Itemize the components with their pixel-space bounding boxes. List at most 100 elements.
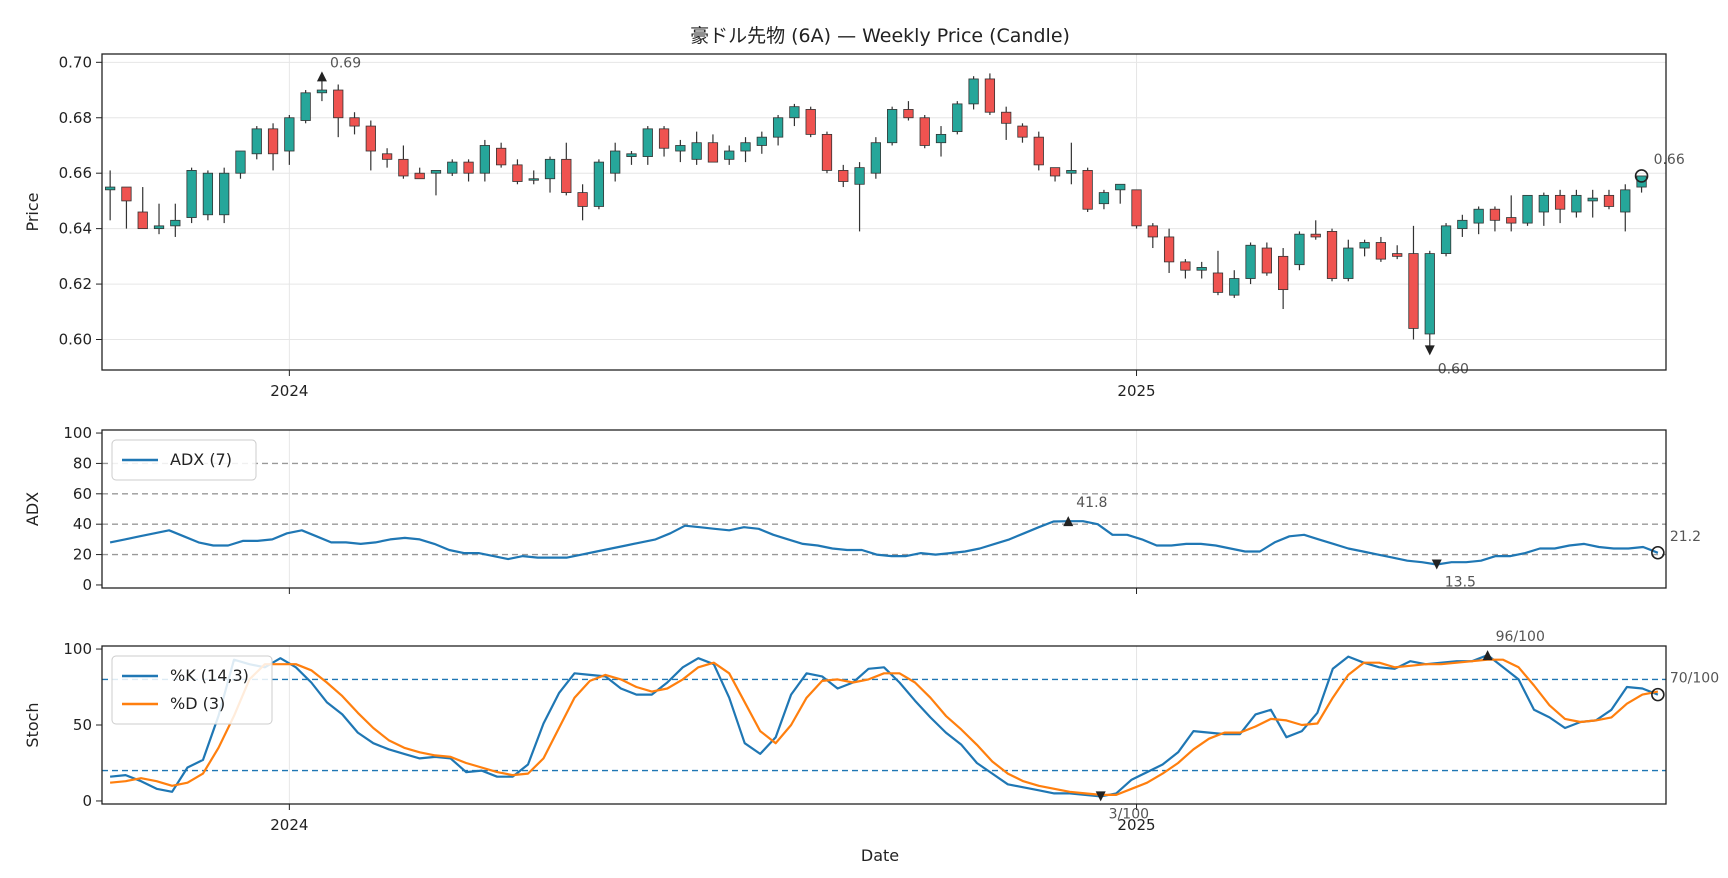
annotation-label: 13.5 — [1445, 574, 1476, 590]
x-tick-label: 2024 — [270, 382, 308, 400]
candle — [772, 117, 784, 138]
candle — [1017, 125, 1028, 138]
candle — [805, 109, 816, 135]
legend-label: %K (14,3) — [170, 666, 249, 685]
candle — [1147, 225, 1158, 238]
candle — [1049, 167, 1061, 177]
candle — [1278, 255, 1289, 291]
max-marker — [316, 71, 327, 82]
legend-label: %D (3) — [170, 694, 225, 713]
candle — [1359, 242, 1370, 249]
candle — [1587, 197, 1598, 202]
max-marker — [1482, 650, 1493, 661]
last-marker — [1651, 687, 1665, 702]
min-marker — [1431, 559, 1442, 570]
annotation-label: 21.2 — [1670, 529, 1701, 545]
y-axis-label: Stoch — [23, 702, 42, 747]
candle — [919, 117, 930, 146]
candle — [1163, 236, 1175, 263]
candle — [1082, 170, 1093, 210]
candle — [838, 170, 849, 182]
annotation-label: 3/100 — [1109, 806, 1149, 822]
candle — [365, 125, 376, 152]
candle — [1506, 217, 1517, 224]
legend-box — [111, 655, 273, 725]
y-tick-label: 20 — [73, 546, 92, 564]
y-tick-label: 80 — [73, 454, 92, 472]
x-tick-label: 2024 — [270, 816, 308, 834]
candle — [1245, 244, 1256, 279]
candle — [316, 89, 328, 94]
candle — [593, 161, 605, 207]
x-axis-label: Date — [861, 846, 899, 865]
y-tick-label: 40 — [73, 515, 92, 533]
min-marker — [1095, 791, 1106, 802]
candle — [121, 186, 132, 202]
y-tick-label: 100 — [63, 640, 92, 658]
candle — [414, 172, 425, 180]
candle — [1229, 278, 1240, 296]
candle — [1180, 261, 1191, 271]
candle — [903, 109, 914, 119]
legend-box — [111, 439, 257, 481]
candle — [1424, 253, 1435, 335]
candle — [887, 109, 898, 144]
candle — [528, 178, 539, 181]
candle — [1196, 267, 1207, 271]
candle — [1489, 208, 1501, 221]
candle — [707, 142, 719, 163]
candle — [577, 192, 588, 207]
price-panel: 2024 2025 0.60 0.62 0.64 0.66 0.68 0.70 Price 0.6… — [23, 53, 1685, 400]
candle — [153, 225, 165, 230]
candle — [740, 142, 751, 152]
candle — [463, 161, 474, 174]
candle — [1212, 272, 1224, 293]
candle — [447, 161, 458, 174]
y-tick-label: 0.68 — [59, 109, 92, 127]
stoch-panel: 2024 2025 0 50 100 Stoch 96/100 3/100 70/100 %K (… — [23, 629, 1719, 834]
candle — [219, 172, 230, 216]
adx-panel: 0 20 40 60 80 100 ADX 41.8 13.5 21.2 ADX (7) — [23, 424, 1701, 594]
candle — [870, 142, 881, 174]
candle — [561, 158, 572, 193]
candle — [235, 150, 246, 174]
last-marker — [1634, 169, 1649, 183]
candle — [935, 133, 947, 144]
candle — [756, 136, 767, 146]
y-tick-label: 0 — [82, 576, 92, 594]
series-line — [109, 658, 1659, 797]
candle — [952, 103, 963, 133]
x-tick-label: 2025 — [1117, 816, 1155, 834]
y-axis-label: ADX — [23, 492, 42, 526]
candle — [381, 153, 393, 160]
y-tick-label: 0 — [82, 792, 92, 810]
min-marker — [1424, 345, 1435, 356]
candle — [691, 142, 702, 160]
candle — [984, 78, 996, 113]
candle — [968, 78, 979, 105]
candle — [544, 158, 556, 180]
candle — [1131, 189, 1142, 227]
candle — [479, 145, 490, 174]
candle — [1603, 194, 1615, 207]
candle — [284, 117, 295, 152]
candle — [496, 147, 507, 166]
annotation-label: 0.66 — [1654, 152, 1685, 168]
series-line — [109, 653, 1659, 798]
legend-label: ADX (7) — [170, 450, 232, 469]
candle — [186, 170, 197, 218]
candle — [333, 89, 344, 119]
y-tick-label: 0.60 — [59, 331, 92, 349]
candle — [170, 219, 181, 227]
y-tick-label: 0.64 — [59, 220, 92, 238]
candle — [1001, 111, 1012, 124]
candle — [1326, 231, 1338, 279]
max-marker — [1063, 516, 1074, 527]
candle — [626, 153, 637, 157]
candle — [1115, 183, 1126, 191]
plot-frame — [101, 429, 1667, 589]
y-tick-label: 100 — [63, 424, 92, 442]
candle — [1098, 192, 1110, 205]
candle — [267, 128, 279, 155]
